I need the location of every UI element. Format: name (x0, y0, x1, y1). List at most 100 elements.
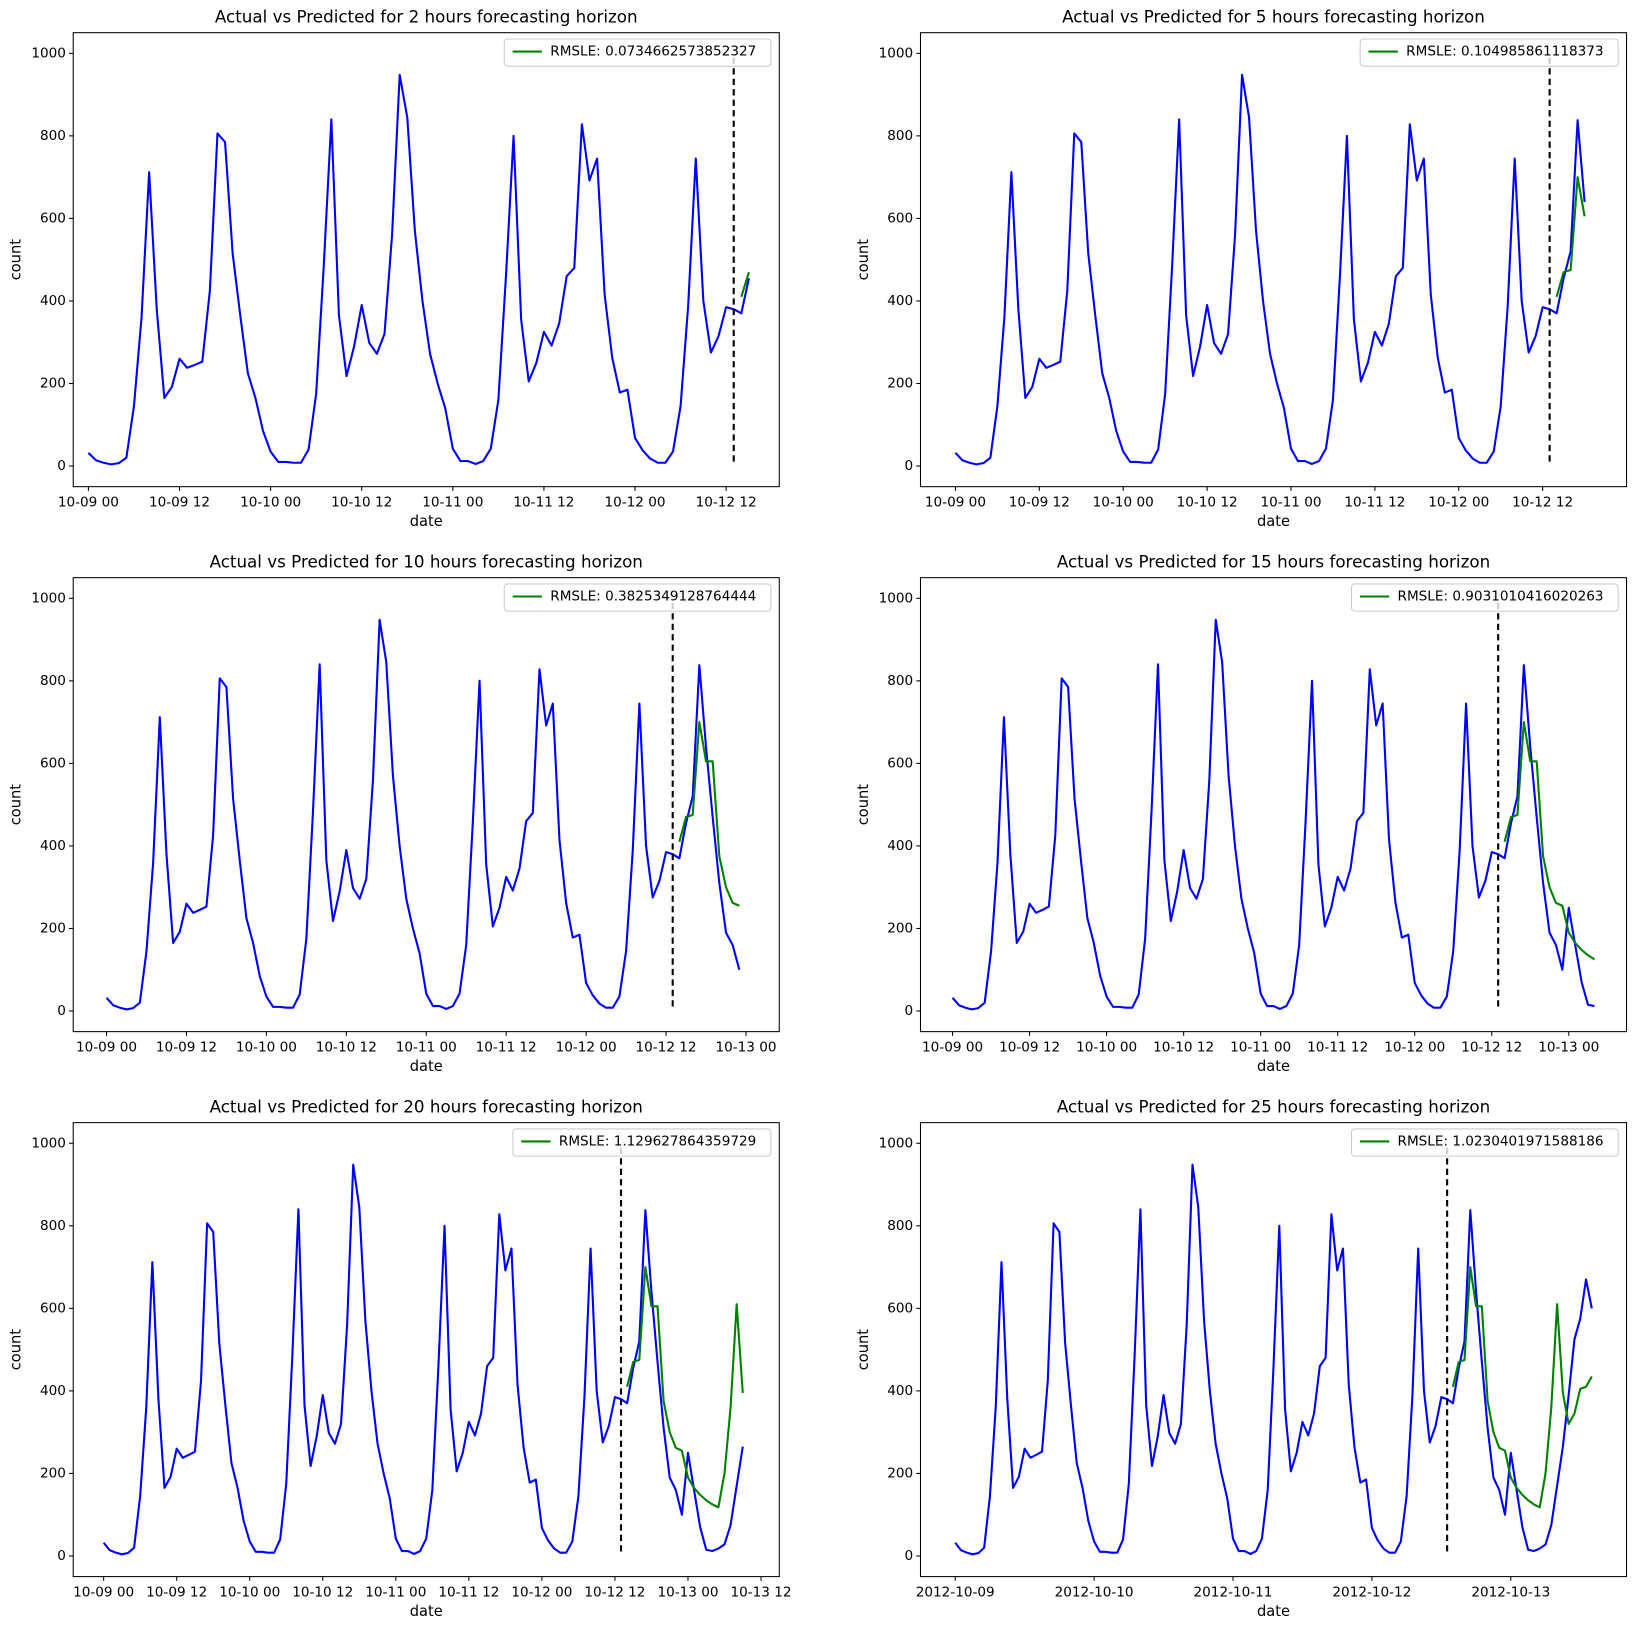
x-tick-label: 10-09 00 (922, 1039, 983, 1055)
axes-frame (72, 32, 780, 488)
y-tick-label: 400 (887, 293, 913, 309)
x-tick-label: 2012-10-11 (1194, 1584, 1273, 1600)
axes-frame (72, 1122, 780, 1578)
series-line (954, 73, 1586, 466)
y-tick-label: 0 (905, 458, 914, 474)
x-tick-label: 2012-10-09 (916, 1584, 995, 1600)
x-tick-label: 10-12 12 (584, 1584, 645, 1600)
series-line (954, 1163, 1593, 1556)
series-line (102, 1163, 744, 1556)
x-tick-label: 10-12 00 (604, 494, 665, 510)
x-tick-label: 10-10 12 (316, 1039, 377, 1055)
x-tick-label: 10-09 12 (156, 1039, 217, 1055)
y-tick-label: 200 (887, 375, 913, 391)
x-tick-label: 10-11 12 (513, 494, 574, 510)
x-tick-label: 10-09 12 (149, 494, 210, 510)
x-tick-label: 10-13 00 (1538, 1039, 1599, 1055)
series-line (105, 618, 741, 1011)
legend: RMSLE: 0.104985861118373 (1359, 38, 1619, 67)
legend-label: RMSLE: 1.0230401971588186 (1398, 1133, 1604, 1149)
x-tick-label: 10-09 12 (146, 1584, 207, 1600)
y-tick-label: 1000 (31, 1135, 66, 1151)
legend-box (512, 1128, 772, 1157)
y-tick-label: 200 (40, 1465, 66, 1481)
y-axis-label: count (855, 784, 872, 826)
x-tick-label: 2012-10-13 (1471, 1584, 1550, 1600)
x-axis-label: date (410, 513, 443, 530)
legend-box (503, 583, 772, 612)
x-axis-label: date (410, 1058, 443, 1075)
series-line (626, 1266, 744, 1509)
legend-box (1350, 1128, 1619, 1157)
y-tick-label: 0 (57, 1548, 66, 1564)
x-tick-label: 10-09 00 (73, 1584, 134, 1600)
x-tick-label: 10-12 00 (511, 1584, 572, 1600)
x-tick-label: 10-11 00 (1260, 494, 1321, 510)
axes-frame (919, 577, 1628, 1033)
y-axis-label: count (855, 239, 872, 281)
x-tick-label: 10-10 00 (236, 1039, 297, 1055)
series-line (740, 271, 750, 298)
y-tick-label: 200 (40, 375, 66, 391)
x-tick-label: 10-12 12 (636, 1039, 697, 1055)
x-axis-label: date (1257, 1058, 1290, 1075)
series-line (1451, 1266, 1593, 1509)
y-tick-label: 800 (40, 1218, 66, 1234)
y-tick-label: 200 (887, 1465, 913, 1481)
legend-box (1359, 38, 1619, 67)
x-tick-label: 10-10 00 (240, 494, 301, 510)
y-tick-label: 800 (887, 128, 913, 144)
y-axis-label: count (8, 1329, 25, 1371)
series-line (1503, 721, 1596, 961)
x-tick-label: 10-12 12 (1461, 1039, 1522, 1055)
chart-title: Actual vs Predicted for 5 hours forecast… (1062, 7, 1485, 27)
y-tick-label: 400 (40, 1383, 66, 1399)
y-tick-label: 0 (57, 1003, 66, 1019)
x-tick-label: 10-13 00 (715, 1039, 776, 1055)
legend: RMSLE: 0.0734662573852327 (503, 38, 772, 67)
legend-label: RMSLE: 0.3825349128764444 (550, 588, 756, 604)
x-tick-label: 10-10 00 (219, 1584, 280, 1600)
x-tick-label: 10-12 00 (556, 1039, 617, 1055)
axes-frame (72, 577, 780, 1033)
x-tick-label: 2012-10-10 (1055, 1584, 1134, 1600)
series-line (951, 618, 1595, 1011)
x-tick-label: 2012-10-12 (1332, 1584, 1411, 1600)
x-tick-label: 10-09 00 (76, 1039, 137, 1055)
y-tick-label: 600 (887, 1300, 913, 1316)
legend: RMSLE: 0.9031010416020263 (1350, 583, 1619, 612)
y-tick-label: 400 (887, 1383, 913, 1399)
y-tick-label: 1000 (879, 1135, 914, 1151)
y-tick-label: 800 (40, 673, 66, 689)
x-tick-label: 10-13 12 (730, 1584, 791, 1600)
x-tick-label: 10-09 12 (999, 1039, 1060, 1055)
y-tick-label: 1000 (31, 590, 66, 606)
legend-box (503, 38, 772, 67)
y-tick-label: 0 (905, 1003, 914, 1019)
x-axis-label: date (1257, 513, 1290, 530)
y-tick-label: 0 (57, 458, 66, 474)
axes-frame (919, 32, 1628, 488)
legend-label: RMSLE: 1.129627864359729 (559, 1133, 756, 1149)
legend-label: RMSLE: 0.104985861118373 (1406, 44, 1603, 60)
y-tick-label: 1000 (879, 45, 914, 61)
chart-title: Actual vs Predicted for 15 hours forecas… (1057, 552, 1490, 572)
chart-title: Actual vs Predicted for 20 hours forecas… (210, 1096, 643, 1116)
x-tick-label: 10-10 00 (1076, 1039, 1137, 1055)
y-tick-label: 600 (40, 1300, 66, 1316)
x-tick-label: 10-11 12 (1307, 1039, 1368, 1055)
y-tick-label: 800 (887, 1218, 913, 1234)
x-tick-label: 10-10 12 (331, 494, 392, 510)
x-tick-label: 10-10 00 (1093, 494, 1154, 510)
y-tick-label: 0 (905, 1548, 914, 1564)
x-tick-label: 10-10 12 (292, 1584, 353, 1600)
y-tick-label: 400 (40, 838, 66, 854)
legend-box (1350, 583, 1619, 612)
x-tick-label: 10-11 00 (1230, 1039, 1291, 1055)
x-tick-label: 10-12 12 (696, 494, 757, 510)
y-axis-label: count (8, 784, 25, 826)
legend: RMSLE: 1.0230401971588186 (1350, 1128, 1619, 1157)
legend: RMSLE: 1.129627864359729 (512, 1128, 772, 1157)
